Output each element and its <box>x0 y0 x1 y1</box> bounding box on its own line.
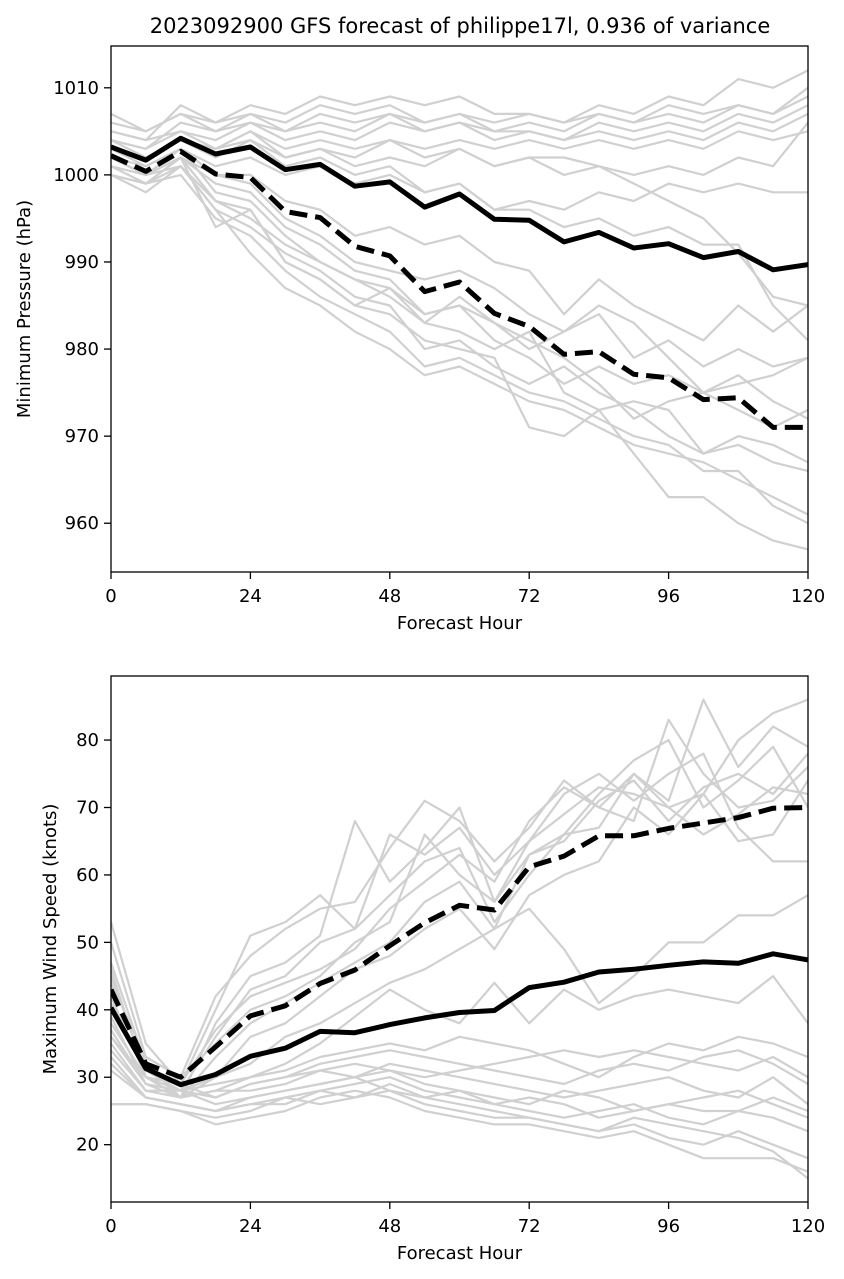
pressure-chart: 0 24 48 72 96 120 960 970 980 990 1000 1010 Forecast… <box>14 45 825 634</box>
wind-y-tick-label: 70 <box>76 798 99 819</box>
wind-ensemble-line <box>111 779 808 1092</box>
wind-ensemble-line <box>111 1063 808 1180</box>
wind-dashed-line <box>111 805 808 1080</box>
wind-ensemble-line <box>111 1089 808 1173</box>
wind-x-tick-label: 0 <box>105 1216 116 1237</box>
pressure-ensemble-line <box>111 156 808 551</box>
pressure-y-axis-label: Minimum Pressure (hPa) <box>14 200 35 418</box>
wind-ensemble-line <box>111 1042 808 1106</box>
pressure-ensemble-line <box>111 156 808 464</box>
wind-ensemble-line <box>111 698 808 1079</box>
wind-ensemble-line <box>111 718 808 1086</box>
wind-ensemble-line <box>111 752 808 1079</box>
wind-ensemble-line <box>111 738 808 1092</box>
wind-ensemble-line <box>111 1029 808 1099</box>
wind-ensemble-line <box>111 1069 808 1119</box>
wind-y-tick-label: 40 <box>76 1000 99 1021</box>
pressure-series-group <box>111 69 808 551</box>
wind-y-axis-label: Maximum Wind Speed (knots) <box>40 804 61 1075</box>
wind-ensemble-line <box>111 894 808 1099</box>
pressure-x-tick-label: 48 <box>378 586 401 607</box>
wind-series-group <box>111 698 808 1180</box>
pressure-ensemble-line <box>111 147 808 420</box>
wind-y-tick-label: 30 <box>76 1067 99 1088</box>
pressure-ensemble-line <box>111 69 808 133</box>
wind-y-tick-label: 20 <box>76 1135 99 1156</box>
wind-solid-line <box>111 951 808 1088</box>
pressure-y-tick-label: 960 <box>65 513 99 534</box>
pressure-x-tick-label: 120 <box>791 586 825 607</box>
pressure-ensemble-line <box>111 147 808 342</box>
pressure-x-axis-label: Forecast Hour <box>397 613 523 634</box>
pressure-dashed-line <box>111 148 808 430</box>
pressure-ensemble-line <box>111 173 808 525</box>
wind-axes-frame <box>110 675 809 1203</box>
wind-x-tick-label: 48 <box>378 1216 401 1237</box>
pressure-ensemble-line <box>111 156 808 429</box>
wind-x-tick-label: 72 <box>518 1216 541 1237</box>
pressure-ensemble-line <box>111 86 808 133</box>
pressure-solid-line <box>111 135 808 273</box>
wind-ensemble-line <box>111 752 808 1099</box>
pressure-ensemble-line <box>111 104 808 142</box>
wind-y-tick-label: 60 <box>76 865 99 886</box>
pressure-ensemble-line <box>111 165 808 473</box>
wind-ensemble-line <box>111 1036 808 1099</box>
pressure-y-tick-label: 990 <box>65 252 99 273</box>
wind-x-tick-label: 96 <box>657 1216 680 1237</box>
pressure-x-tick-label: 0 <box>105 586 116 607</box>
pressure-y-tick-label: 980 <box>65 339 99 360</box>
wind-ensemble-line <box>111 974 808 1092</box>
pressure-ensemble-line <box>111 139 808 307</box>
pressure-ensemble-line <box>111 156 808 368</box>
wind-x-tick-label: 120 <box>791 1216 825 1237</box>
pressure-x-tick-label: 24 <box>239 586 262 607</box>
wind-x-axis-label: Forecast Hour <box>397 1243 523 1264</box>
pressure-x-tick-label: 96 <box>657 586 680 607</box>
pressure-y-tick-label: 1000 <box>53 165 99 186</box>
figure-title: 2023092900 GFS forecast of philippe17l, … <box>150 14 771 38</box>
wind-x-tick-label: 24 <box>239 1216 262 1237</box>
wind-chart: 0 24 48 72 96 120 20 30 40 50 60 70 80 Forecast Hour M… <box>40 675 825 1264</box>
pressure-axes-frame <box>110 45 809 573</box>
pressure-y-tick-label: 1010 <box>53 78 99 99</box>
wind-y-tick-label: 80 <box>76 730 99 751</box>
pressure-x-tick-label: 72 <box>518 586 541 607</box>
wind-ensemble-line <box>111 1089 808 1160</box>
wind-y-tick-label: 50 <box>76 932 99 953</box>
pressure-y-tick-label: 970 <box>65 426 99 447</box>
